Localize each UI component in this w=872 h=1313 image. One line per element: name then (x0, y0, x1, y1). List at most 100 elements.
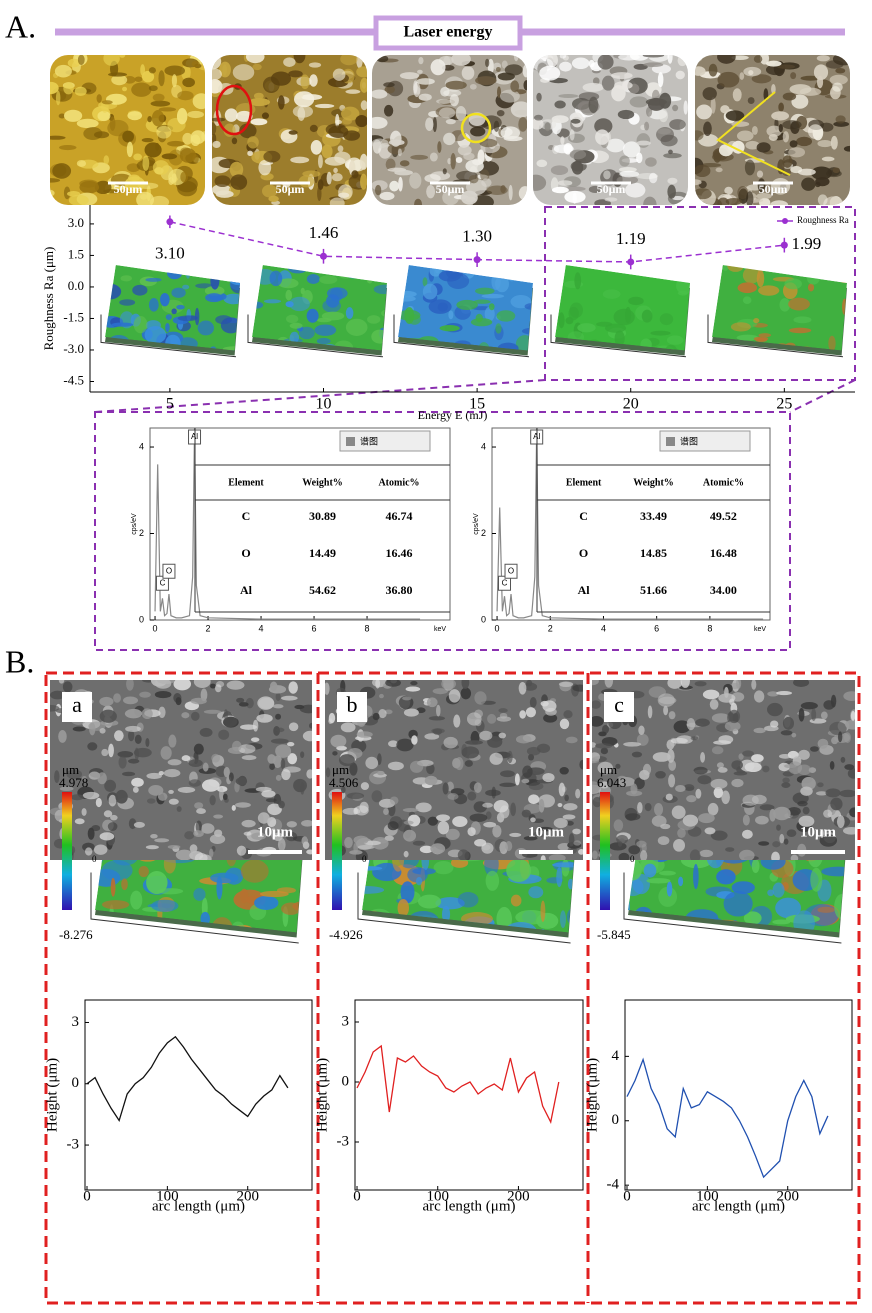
texture (193, 743, 204, 755)
texture (751, 858, 760, 874)
texture (425, 117, 434, 131)
texture (510, 80, 520, 93)
texture (309, 124, 318, 133)
texture (97, 772, 107, 785)
texture (515, 910, 548, 925)
texture (538, 798, 545, 813)
texture (167, 844, 181, 849)
texture (99, 709, 117, 723)
texture (776, 690, 793, 696)
texture (474, 691, 487, 705)
texture (409, 760, 424, 773)
texture (570, 118, 581, 124)
texture (744, 762, 762, 773)
texture (229, 161, 244, 178)
scale-bar-label: 10μm (257, 824, 294, 840)
legend-box (659, 430, 751, 452)
texture (566, 820, 574, 826)
texture (781, 782, 791, 788)
texture (571, 57, 590, 70)
texture (241, 755, 257, 761)
texture (717, 71, 740, 88)
texture (234, 802, 251, 808)
texture (465, 196, 476, 203)
texture (177, 90, 194, 101)
texture (690, 736, 699, 741)
texture (176, 304, 185, 310)
texture (611, 85, 626, 102)
texture (67, 58, 81, 68)
texture (724, 186, 733, 195)
texture (510, 894, 522, 907)
texture (475, 287, 495, 295)
texture (122, 130, 135, 143)
texture (371, 790, 383, 803)
texture (636, 140, 651, 146)
texture (384, 835, 394, 841)
texture (416, 922, 435, 933)
texture (625, 306, 632, 324)
texture (353, 807, 358, 815)
y-tick-label: 3 (72, 1014, 80, 1030)
texture (54, 770, 60, 784)
texture (230, 174, 248, 190)
texture (263, 150, 281, 163)
texture (651, 815, 667, 827)
texture (132, 786, 139, 793)
texture (739, 849, 755, 860)
texture (141, 70, 155, 83)
texture (536, 92, 542, 102)
texture (109, 116, 116, 131)
texture (223, 716, 239, 728)
texture (568, 833, 575, 847)
texture (753, 690, 765, 703)
texture (254, 895, 279, 910)
texture (694, 681, 707, 687)
texture (410, 680, 418, 686)
texture (261, 184, 278, 198)
y-tick-label: 0 (72, 1075, 80, 1091)
texture (816, 55, 830, 62)
texture (378, 708, 387, 719)
x-axis-label: Energy E (mJ) (418, 408, 488, 422)
texture (164, 65, 185, 76)
texture (842, 298, 847, 316)
texture (163, 769, 181, 778)
texture (293, 778, 307, 793)
texture (628, 927, 645, 933)
texture (219, 61, 231, 78)
texture (798, 815, 815, 827)
texture (437, 820, 450, 835)
texture (559, 61, 572, 72)
texture (120, 275, 133, 282)
texture (209, 848, 214, 858)
texture (97, 110, 111, 122)
texture (829, 761, 835, 770)
texture (592, 742, 597, 748)
texture (146, 870, 168, 895)
texture (704, 827, 716, 835)
texture (89, 722, 96, 736)
plot-frame (491, 427, 771, 621)
texture (765, 60, 782, 67)
texture (508, 273, 516, 282)
texture (269, 763, 276, 770)
texture (751, 125, 758, 135)
texture (431, 728, 445, 734)
texture (716, 762, 724, 769)
texture (434, 265, 440, 274)
texture (193, 830, 204, 837)
texture (345, 307, 354, 319)
texture (281, 902, 301, 915)
peak-label: O (508, 566, 514, 575)
table-cell: C (242, 509, 251, 523)
texture (387, 821, 399, 831)
texture (176, 806, 182, 812)
texture (559, 718, 570, 730)
texture (175, 849, 194, 860)
texture (201, 56, 205, 65)
texture (498, 708, 508, 713)
texture (657, 693, 675, 708)
texture (121, 878, 128, 891)
